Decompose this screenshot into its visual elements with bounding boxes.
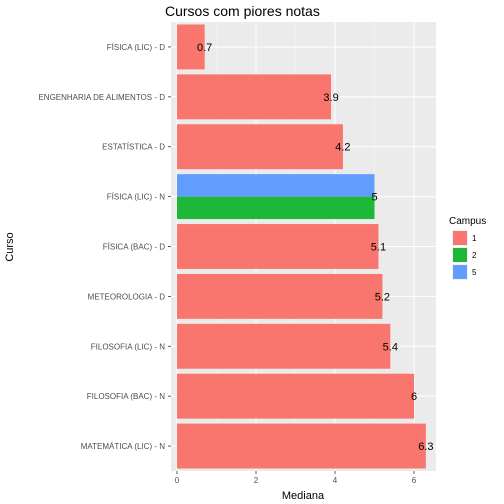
data-label: 5 (371, 192, 377, 204)
x-tick-label: 2 (254, 476, 259, 485)
legend-label: 1 (472, 234, 477, 243)
y-tick-label: MATEMÁTICA (LIC) - N (81, 442, 166, 451)
y-axis-label: Curso (4, 232, 16, 261)
legend-label: 2 (472, 251, 477, 260)
y-tick-label: ENGENHARIA DE ALIMENTOS - D (38, 93, 165, 102)
bar-series-5 (177, 174, 375, 197)
data-label: 5.1 (371, 242, 386, 254)
bar-series-1 (177, 423, 426, 469)
y-axis-ticks: FÍSICA (LIC) - D ENGENHARIA DE ALIMENTOS … (38, 43, 171, 451)
bar-series-1 (177, 124, 343, 170)
legend-swatch (453, 265, 467, 279)
data-labels: 0.7 3.9 4.2 5 5.1 5.2 5.4 6 6.3 (197, 42, 433, 453)
bar-series-2 (177, 196, 375, 220)
y-tick-label: ESTATÍSTICA - D (102, 143, 165, 152)
bar-series-1 (177, 273, 383, 319)
data-label: 5.4 (383, 341, 398, 353)
legend-swatch (453, 231, 467, 245)
y-tick-label: FILOSOFIA (LIC) - N (91, 342, 165, 351)
legend-swatch (453, 248, 467, 262)
data-label: 0.7 (197, 42, 212, 54)
legend-label: 5 (472, 268, 477, 277)
x-axis-ticks: 0 2 4 6 (175, 471, 417, 485)
x-tick-label: 4 (333, 476, 338, 485)
x-tick-label: 0 (175, 476, 180, 485)
bar-series-1 (177, 373, 414, 419)
chart-title: Cursos com piores notas (165, 3, 320, 19)
x-axis-label: Mediana (282, 490, 325, 502)
y-tick-label: FÍSICA (LIC) - N (107, 193, 165, 202)
data-label: 5.2 (375, 291, 390, 303)
data-label: 6.3 (418, 441, 433, 453)
data-label: 3.9 (323, 92, 338, 104)
bar-series-1 (177, 74, 332, 120)
y-tick-label: FÍSICA (BAC) - D (103, 243, 165, 252)
data-label: 4.2 (335, 142, 350, 154)
bar-series-1 (177, 24, 205, 70)
x-tick-label: 6 (412, 476, 417, 485)
data-label: 6 (411, 391, 417, 403)
legend: Campus 1 2 5 (449, 216, 486, 280)
legend-title: Campus (449, 216, 486, 227)
y-tick-label: FILOSOFIA (BAC) - N (87, 392, 165, 401)
bar-series-1 (177, 224, 379, 269)
y-tick-label: FÍSICA (LIC) - D (107, 43, 165, 52)
bar-series-1 (177, 323, 391, 369)
y-tick-label: METEOROLOGIA - D (88, 292, 166, 301)
bars (177, 24, 426, 469)
